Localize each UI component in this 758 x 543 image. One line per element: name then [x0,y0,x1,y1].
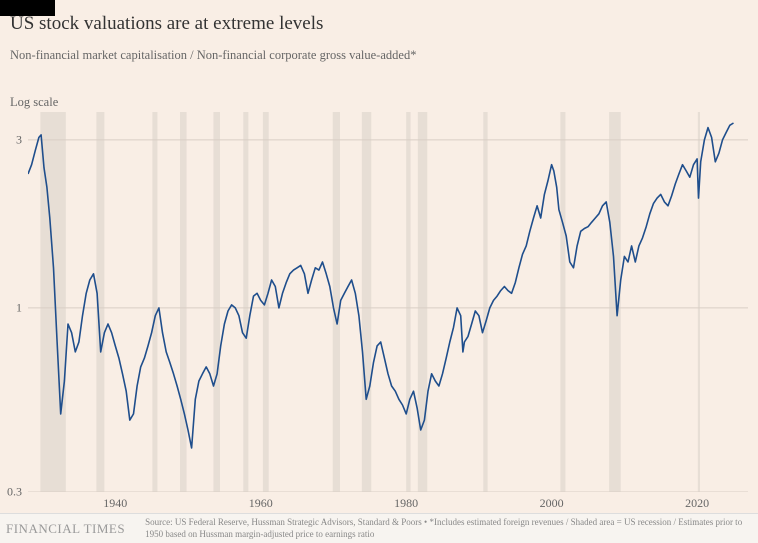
publisher-logo: FINANCIAL TIMES [0,521,125,537]
source-text: Source: US Federal Reserve, Hussman Stra… [125,517,742,540]
xtick-label: 1960 [249,496,273,511]
line-chart-svg [28,112,748,492]
yaxis-scale-label: Log scale [10,95,58,110]
recession-band [362,112,371,492]
valuation-line [28,123,734,448]
recession-band [180,112,187,492]
chart-subtitle: Non-financial market capitalisation / No… [10,48,416,63]
ytick-label: 1 [16,300,22,315]
ytick-label: 3 [16,132,22,147]
ytick-label: 0.3 [7,485,22,500]
recession-band [560,112,565,492]
xtick-label: 2020 [685,496,709,511]
chart-title: US stock valuations are at extreme level… [10,13,323,35]
chart-plot-area: 0.31319401960198020002020 [28,112,748,492]
source-line-1: Source: US Federal Reserve, Hussman Stra… [145,517,742,529]
recession-band [152,112,157,492]
chart-footer: FINANCIAL TIMES Source: US Federal Reser… [0,513,758,543]
recession-band [406,112,410,492]
recession-band [333,112,340,492]
xtick-label: 1980 [394,496,418,511]
xtick-label: 1940 [103,496,127,511]
recession-band [418,112,427,492]
source-line-2: 1950 based on Hussman margin-adjusted pr… [145,529,742,541]
recession-band [213,112,220,492]
recession-band [243,112,248,492]
xtick-label: 2000 [540,496,564,511]
recession-band [483,112,487,492]
